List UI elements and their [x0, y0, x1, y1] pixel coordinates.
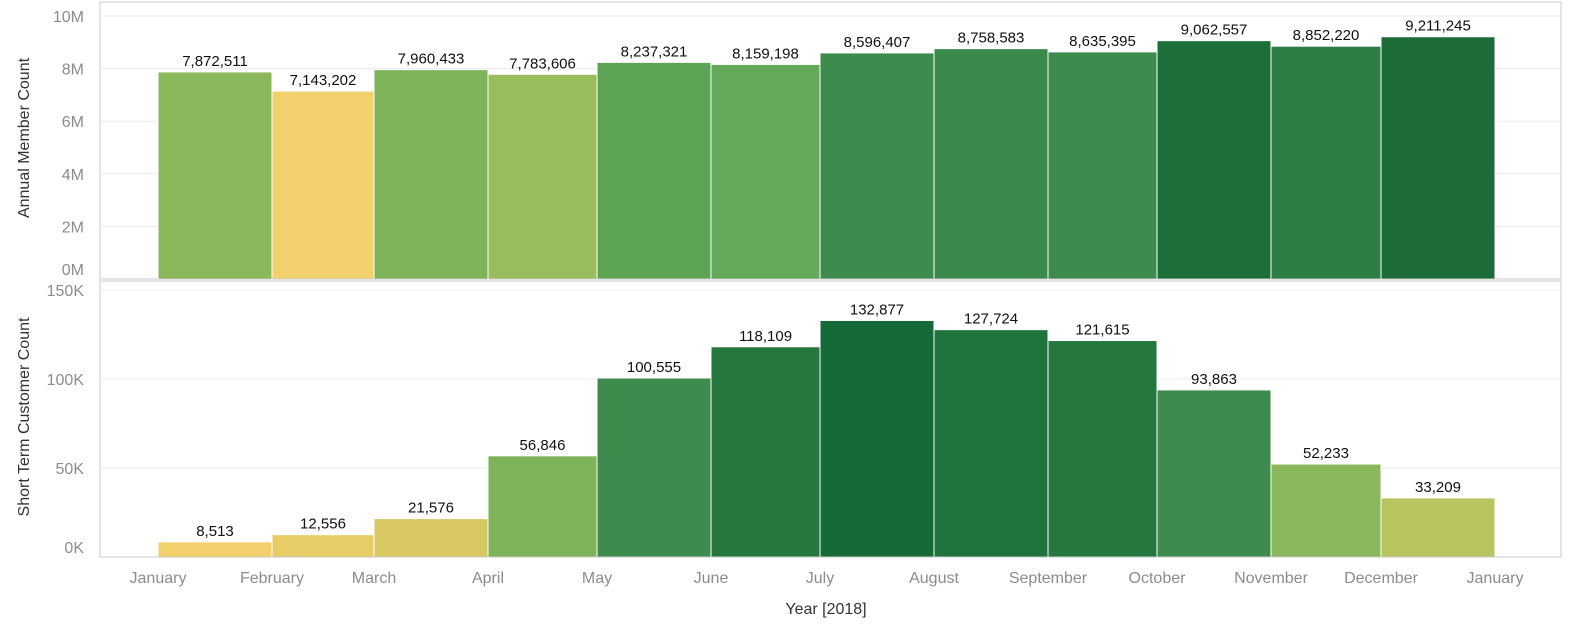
annual-member-bar-november[interactable]	[1270, 45, 1382, 280]
annual-member-data-label-september: 8,635,395	[1069, 33, 1136, 50]
short-term-customer-data-label-october: 93,863	[1191, 371, 1237, 388]
annual-member-data-label-july: 8,596,407	[844, 34, 911, 51]
annual-member-y-tick-label: 0M	[62, 262, 84, 279]
short-term-customer-bar-april[interactable]	[487, 455, 598, 558]
annual-member-bar-may[interactable]	[596, 61, 712, 280]
annual-member-bar-july[interactable]	[819, 52, 935, 280]
x-axis: January February March April May June July Augu…	[130, 570, 1524, 587]
annual-member-bar-december[interactable]	[1380, 36, 1496, 280]
annual-member-data-label-february: 7,143,202	[290, 72, 357, 89]
annual-member-y-tick-label: 4M	[62, 167, 84, 184]
x-tick-label-january: January	[1467, 570, 1524, 587]
short-term-customer-data-label-september: 121,615	[1075, 322, 1129, 339]
short-term-customer-y-tick-label: 0K	[64, 540, 84, 557]
short-term-customer-bar-may[interactable]	[596, 377, 712, 558]
x-axis-title: Year [2018]	[785, 601, 866, 618]
x-tick-label-november: November	[1234, 570, 1308, 587]
annual-member-data-label-may: 8,237,321	[621, 43, 688, 60]
short-term-customer-data-label-august: 127,724	[964, 311, 1018, 328]
annual-member-data-label-april: 7,783,606	[509, 55, 576, 72]
short-term-customer-bar-november[interactable]	[1270, 463, 1382, 558]
short-term-customer-data-label-december: 33,209	[1415, 479, 1461, 496]
short-term-customer-bar-february[interactable]	[271, 534, 375, 558]
short-term-customer-bar-december[interactable]	[1380, 497, 1496, 558]
short-term-customer-bar-july[interactable]	[819, 319, 935, 558]
y-axis-title-short-term-customer: Short Term Customer Count	[16, 317, 33, 516]
x-tick-label-december: December	[1344, 570, 1418, 587]
short-term-customer-bar-june[interactable]	[710, 346, 821, 558]
short-term-customer-data-label-june: 118,109	[739, 328, 792, 345]
x-tick-label-october: October	[1129, 570, 1187, 587]
annual-member-bar-march[interactable]	[373, 69, 489, 280]
annual-member-y-tick-label: 2M	[62, 219, 84, 236]
short-term-customer-bar-september[interactable]	[1047, 340, 1158, 558]
short-term-customer-y-tick-label: 100K	[47, 372, 85, 389]
annual-member-data-label-june: 8,159,198	[732, 45, 799, 62]
y-axis-title-annual-member: Annual Member Count	[16, 57, 33, 218]
short-term-customer-data-label-march: 21,576	[408, 500, 454, 517]
short-term-customer-data-label-april: 56,846	[520, 437, 566, 454]
short-term-customer-data-label-january: 8,513	[196, 523, 234, 540]
annual-member-data-label-march: 7,960,433	[398, 51, 465, 68]
short-term-customer-data-label-november: 52,233	[1303, 445, 1349, 462]
annual-member-y-tick-label: 6M	[62, 114, 84, 131]
x-tick-label-march: March	[352, 570, 396, 587]
x-tick-label-april: April	[472, 570, 504, 587]
annual-member-bar-august[interactable]	[933, 48, 1049, 280]
short-term-customer-data-label-may: 100,555	[627, 359, 681, 376]
annual-member-bar-february[interactable]	[271, 90, 375, 280]
annual-member-bar-september[interactable]	[1047, 51, 1158, 280]
x-tick-label-february: February	[240, 570, 304, 587]
short-term-customer-bar-january[interactable]	[157, 541, 273, 558]
annual-member-data-label-october: 9,062,557	[1181, 22, 1248, 39]
x-tick-label-may: May	[582, 570, 612, 587]
annual-member-data-label-august: 8,758,583	[958, 30, 1025, 47]
short-term-customer-panel: 0K 50K 100K 150K 8,513 12,556 21,576 56,846 100,…	[47, 280, 1562, 558]
annual-member-y-tick-label: 10M	[53, 9, 84, 26]
annual-member-panel: 0M 2M 4M 6M 8M 10M 7,872,511 7,143,202 7,960,433…	[53, 1, 1562, 280]
short-term-customer-y-tick-label: 150K	[47, 283, 85, 300]
annual-member-data-label-january: 7,872,511	[182, 53, 248, 70]
annual-member-bar-june[interactable]	[710, 63, 821, 280]
short-term-customer-bar-march[interactable]	[373, 518, 489, 558]
x-tick-label-july: July	[806, 570, 834, 587]
x-tick-label-september: September	[1009, 570, 1088, 587]
annual-member-bar-october[interactable]	[1156, 40, 1272, 280]
annual-member-bar-april[interactable]	[487, 73, 598, 280]
short-term-customer-data-label-february: 12,556	[300, 516, 346, 533]
annual-member-y-tick-label: 8M	[62, 62, 84, 79]
annual-member-data-label-november: 8,852,220	[1293, 27, 1360, 44]
short-term-customer-data-label-july: 132,877	[850, 301, 904, 318]
x-tick-label-august: August	[909, 570, 959, 587]
short-term-customer-y-tick-label: 50K	[56, 461, 85, 478]
annual-member-bar-january[interactable]	[157, 71, 273, 280]
short-term-customer-bar-october[interactable]	[1156, 389, 1272, 558]
x-tick-label-january: January	[130, 570, 187, 587]
annual-member-data-label-december: 9,211,245	[1405, 18, 1471, 35]
short-term-customer-bar-august[interactable]	[933, 329, 1049, 558]
x-tick-label-june: June	[694, 570, 729, 587]
